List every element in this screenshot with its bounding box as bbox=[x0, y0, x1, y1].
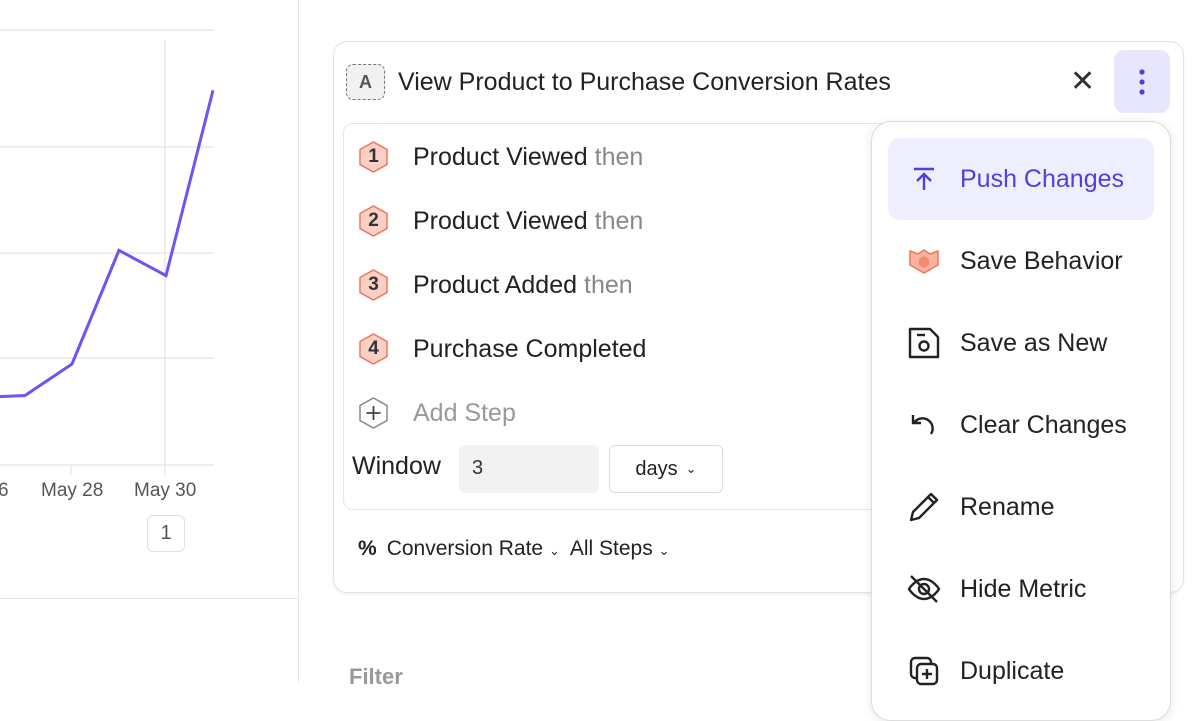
step-event: Purchase Completed bbox=[413, 335, 646, 364]
behavior-icon bbox=[888, 247, 960, 275]
measure-value: Conversion Rate bbox=[387, 537, 543, 560]
step-suffix: then bbox=[584, 271, 633, 300]
step-number-icon: 2 bbox=[358, 204, 389, 238]
x-tick-label: May 28 bbox=[41, 480, 103, 502]
more-options-button[interactable] bbox=[1114, 50, 1170, 113]
step-event: Product Viewed bbox=[413, 143, 588, 172]
eye-off-icon bbox=[888, 574, 960, 604]
menu-item-save-behavior[interactable]: Save Behavior bbox=[888, 220, 1154, 302]
steps-scope-value: All Steps bbox=[570, 537, 653, 560]
window-unit-select[interactable]: days ⌄ bbox=[609, 445, 723, 493]
menu-item-label: Save Behavior bbox=[960, 247, 1123, 276]
kebab-icon bbox=[1138, 68, 1146, 96]
pencil-icon bbox=[888, 490, 960, 524]
x-tick-label: 6 bbox=[0, 480, 9, 502]
step-number: 3 bbox=[368, 274, 379, 296]
step-event: Product Viewed bbox=[413, 207, 588, 236]
add-step-button[interactable]: Add Step bbox=[358, 396, 516, 430]
menu-item-duplicate[interactable]: Duplicate bbox=[888, 630, 1154, 712]
menu-item-clear-changes[interactable]: Clear Changes bbox=[888, 384, 1154, 466]
chevron-down-icon: ⌄ bbox=[659, 543, 670, 558]
window-unit-value: days bbox=[635, 458, 677, 481]
menu-item-label: Save as New bbox=[960, 329, 1107, 358]
step-number-icon: 3 bbox=[358, 268, 389, 302]
window-input[interactable]: 3 bbox=[459, 445, 599, 493]
menu-item-push-changes[interactable]: Push Changes bbox=[888, 138, 1154, 220]
percent-icon: % bbox=[358, 537, 377, 561]
step-suffix: then bbox=[595, 207, 644, 236]
chart-pager[interactable]: 1 bbox=[147, 515, 185, 552]
window-label: Window bbox=[352, 452, 441, 481]
duplicate-icon bbox=[888, 655, 960, 687]
step-event: Product Added bbox=[413, 271, 577, 300]
chevron-down-icon: ⌄ bbox=[549, 543, 560, 558]
save-new-icon bbox=[888, 326, 960, 360]
menu-item-hide-metric[interactable]: Hide Metric bbox=[888, 548, 1154, 630]
x-tick-label: May 30 bbox=[134, 480, 196, 502]
menu-item-save-as-new[interactable]: Save as New bbox=[888, 302, 1154, 384]
funnel-step[interactable]: 4 Purchase Completed bbox=[358, 332, 653, 366]
series-line bbox=[0, 90, 213, 397]
plus-hex-icon bbox=[358, 396, 389, 430]
chevron-down-icon: ⌄ bbox=[686, 461, 697, 477]
step-number-icon: 1 bbox=[358, 140, 389, 174]
line-chart bbox=[0, 0, 299, 520]
chart-panel: 6 May 28 May 30 1 bbox=[0, 0, 299, 682]
steps-scope-select[interactable]: All Steps ⌄ bbox=[570, 537, 670, 561]
measure-select[interactable]: Conversion Rate ⌄ bbox=[387, 537, 560, 561]
push-icon bbox=[888, 166, 960, 192]
close-icon[interactable]: ✕ bbox=[1070, 64, 1095, 100]
menu-item-label: Rename bbox=[960, 493, 1055, 522]
step-number: 2 bbox=[368, 210, 379, 232]
menu-item-label: Push Changes bbox=[960, 165, 1124, 194]
add-step-label: Add Step bbox=[413, 399, 516, 428]
menu-item-label: Hide Metric bbox=[960, 575, 1086, 604]
divider bbox=[0, 598, 299, 599]
filter-heading: Filter bbox=[349, 664, 403, 690]
menu-item-label: Clear Changes bbox=[960, 411, 1127, 440]
menu-item-label: Duplicate bbox=[960, 657, 1064, 686]
step-number-icon: 4 bbox=[358, 332, 389, 366]
metric-title[interactable]: View Product to Purchase Conversion Rate… bbox=[398, 68, 891, 97]
step-number: 4 bbox=[368, 338, 379, 360]
metric-letter-badge: A bbox=[346, 64, 385, 100]
step-suffix: then bbox=[595, 143, 644, 172]
menu-item-rename[interactable]: Rename bbox=[888, 466, 1154, 548]
undo-icon bbox=[888, 411, 960, 439]
step-number: 1 bbox=[368, 146, 379, 168]
